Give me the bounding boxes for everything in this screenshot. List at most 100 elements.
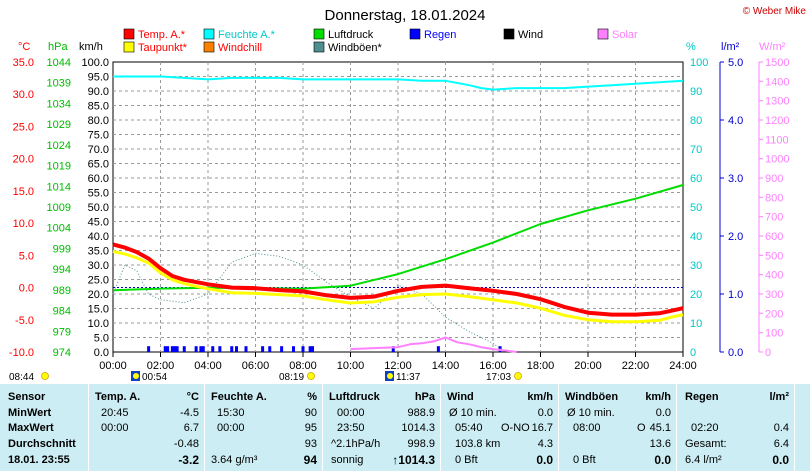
wind-max-dir: O-NO	[501, 422, 530, 434]
solar-tick-label: 1200	[765, 115, 789, 127]
wind-tick-label: 95.0	[88, 72, 109, 84]
press-title: Luftdruck	[329, 391, 380, 403]
humidity-unit-label: %	[686, 41, 696, 53]
time-tick-label: 00:00	[99, 360, 127, 372]
legend-label: Feuchte A.*	[218, 29, 276, 41]
pressure-tick-label: 1019	[47, 161, 71, 173]
rain-bar	[182, 346, 186, 352]
temp-tick-label: -5.0	[15, 315, 34, 327]
rain-bar	[308, 346, 312, 352]
hum-avg-value: 93	[304, 438, 317, 450]
time-tick-label: 06:00	[242, 360, 270, 372]
solar-tick-label: 400	[765, 270, 783, 282]
gust-avg10-label: Ø 10 min.	[567, 407, 615, 419]
rain-bar	[147, 346, 151, 352]
legend-swatch	[123, 41, 135, 53]
time-tick-label: 16:00	[479, 360, 507, 372]
sun-icon	[514, 372, 522, 380]
rain-day-total: 6.4 l/m²	[685, 454, 722, 466]
rain-bar	[175, 346, 179, 352]
solar-line	[350, 336, 517, 353]
hum-min-time: 15:30	[217, 407, 245, 419]
rain-title: Regen	[685, 391, 719, 403]
chart-series	[112, 75, 684, 353]
gust-title: Windböen	[565, 391, 619, 403]
hum-abs-value: 3.64 g/m³	[211, 454, 258, 466]
time-tick-label: 14:00	[432, 360, 460, 372]
rain-bar	[201, 346, 205, 352]
rain-bar	[280, 346, 284, 352]
pressure-tick-label: 1009	[47, 202, 71, 214]
legend-label: Wind	[518, 29, 543, 41]
gust-avg10-value: 0.0	[655, 407, 671, 419]
wind-tick-label: 80.0	[88, 115, 109, 127]
row-label-avg: Durchschnitt	[8, 438, 76, 450]
humidity-tick-label: 60	[690, 173, 702, 185]
hum-max-value: 95	[304, 422, 317, 434]
hum-title: Feuchte A.	[211, 391, 267, 403]
temp-max-time: 00:00	[101, 422, 129, 434]
gust-avg-value: 13.6	[649, 438, 671, 450]
pressure-tick-label: 999	[53, 243, 71, 255]
rain-total-value: 6.4	[773, 438, 789, 450]
temp-avg-value: -0.48	[173, 438, 199, 450]
wind-tick-label: 85.0	[88, 101, 109, 113]
legend-swatch	[203, 41, 215, 53]
summary-table: Sensor MinWert MaxWert Durchschnitt 18.0…	[0, 384, 810, 471]
rain-bar	[230, 346, 234, 352]
wind-tick-label: 40.0	[88, 231, 109, 243]
gust-line	[112, 252, 506, 353]
humidity-tick-label: 50	[690, 202, 702, 214]
weather-chart: 35.0 30.0 25.0 20.0 15.0 10.0 5.0 0.0 -5.0 -10.0 1…	[9, 6, 807, 383]
wind-tick-label: 5.0	[94, 333, 109, 345]
wind-distance: 103.8 km	[455, 438, 501, 450]
legend-swatch	[597, 28, 609, 40]
time-tick-label: 20:00	[574, 360, 602, 372]
wind-max-time: 05:40	[455, 422, 483, 434]
wind-tick-label: 20.0	[88, 289, 109, 301]
wind-unit: km/h	[527, 391, 553, 403]
marker-time-label: 00:54	[142, 372, 167, 383]
legend-swatch	[409, 28, 421, 40]
pressure-tick-label: 994	[53, 264, 71, 276]
rain-bar	[235, 346, 238, 352]
temp-max-value: 6.7	[183, 422, 199, 434]
time-tick-label: 12:00	[384, 360, 412, 372]
wind-current-value: 0.0	[536, 453, 553, 467]
rain-unit-label: l/m²	[721, 41, 740, 53]
humidity-tick-label: 20	[690, 289, 702, 301]
solar-tick-label: 500	[765, 250, 783, 262]
rain-max-time: 02:20	[691, 422, 719, 434]
humidity-tick-label: 10	[690, 318, 702, 330]
solar-tick-label: 100	[765, 328, 783, 340]
row-label-current: 18.01. 23:55	[8, 454, 70, 466]
rain-bar	[268, 346, 272, 352]
temp-tick-label: -10.0	[9, 347, 34, 359]
solar-tick-label: 900	[765, 173, 783, 185]
pressure-tick-label: 1039	[47, 78, 71, 90]
temperature-line	[112, 242, 684, 317]
legend-label: Solar	[612, 29, 638, 41]
gust-bft: 0 Bft	[573, 454, 596, 466]
wind-tick-label: 30.0	[88, 260, 109, 272]
press-min-value: 988.9	[407, 407, 435, 419]
legend-swatch	[313, 41, 325, 53]
gust-current-value: 0.0	[654, 453, 671, 467]
wind-tick-label: 60.0	[88, 173, 109, 185]
time-tick-label: 10:00	[337, 360, 365, 372]
temp-tick-label: 15.0	[13, 186, 34, 198]
rain-bar	[391, 346, 395, 352]
wind-tick-label: 55.0	[88, 188, 109, 200]
temp-unit-label: °C	[18, 41, 30, 53]
wind-tick-label: 50.0	[88, 202, 109, 214]
copyright-text: © Weber Mike	[743, 6, 807, 17]
time-tick-label: 02:00	[147, 360, 175, 372]
solar-unit-label: W/m²	[759, 41, 786, 53]
wind-tick-label: 75.0	[88, 130, 109, 142]
moon-icon	[133, 373, 139, 379]
legend-swatch	[503, 28, 515, 40]
legend-label: Taupunkt*	[138, 42, 188, 54]
pressure-tick-label: 1044	[47, 57, 71, 69]
legend-label: Windchill	[218, 42, 262, 54]
summary-gust: Windböen km/h Ø 10 min. 0.0 08:00 O 45.1…	[558, 384, 677, 471]
